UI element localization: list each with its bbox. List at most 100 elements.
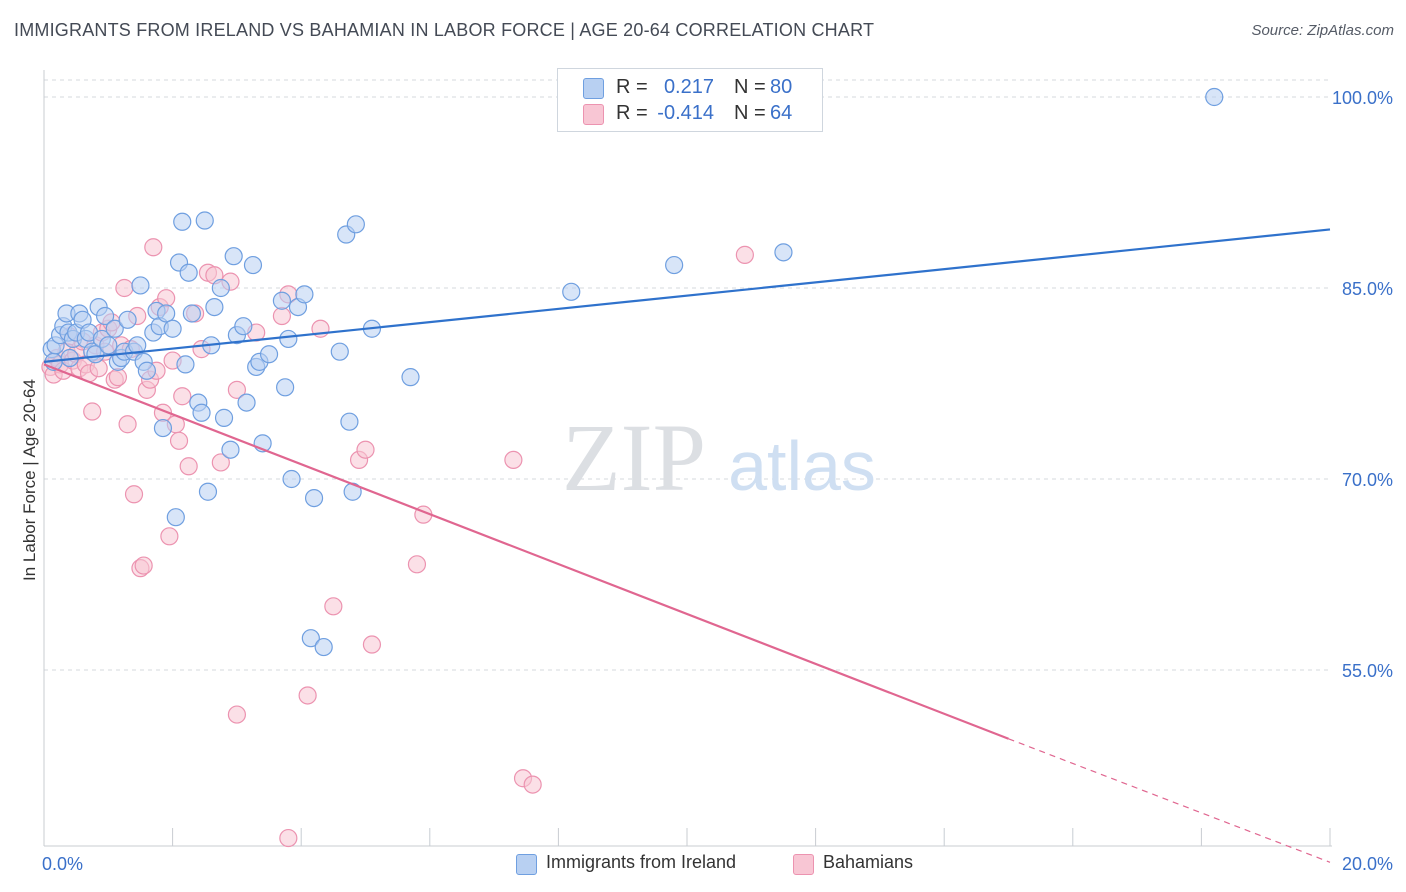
y-axis-label: In Labor Force | Age 20-64 bbox=[20, 379, 39, 581]
watermark-zip: ZIP bbox=[562, 404, 706, 511]
ireland-point bbox=[562, 282, 581, 301]
bahamian-point bbox=[211, 453, 230, 472]
ireland-point bbox=[304, 489, 324, 508]
bahamian-point bbox=[169, 431, 189, 450]
gridlines bbox=[44, 79, 1332, 671]
x-tick-label: 0.0% bbox=[42, 854, 83, 874]
ireland-point bbox=[301, 629, 320, 648]
ireland-point bbox=[774, 243, 793, 262]
ireland-point bbox=[1205, 87, 1224, 107]
bahamian-point bbox=[144, 238, 163, 257]
stats-row-bahamians: R = -0.414 N = 64 bbox=[558, 101, 822, 127]
legend-label-ireland: Immigrants from Ireland bbox=[546, 852, 737, 872]
ireland-point bbox=[234, 317, 253, 336]
ireland-point bbox=[95, 306, 115, 326]
legend-swatch-ireland bbox=[516, 854, 537, 875]
ireland-point bbox=[99, 336, 118, 355]
bahamian-point bbox=[173, 387, 192, 406]
ireland-point bbox=[128, 336, 147, 355]
ireland-point bbox=[279, 329, 298, 349]
bahamian-point bbox=[179, 457, 198, 476]
bahamian-point bbox=[134, 556, 153, 575]
ireland-point bbox=[182, 304, 201, 323]
bahamian-point bbox=[523, 775, 542, 794]
trend-line-bahamians bbox=[43, 363, 1009, 740]
ireland-point bbox=[346, 215, 365, 234]
bahamian-point bbox=[108, 368, 128, 387]
source-credit: Source: ZipAtlas.com bbox=[1251, 22, 1394, 39]
ireland-point bbox=[214, 408, 234, 427]
bahamian-point bbox=[279, 828, 298, 848]
bahamian-point bbox=[407, 555, 427, 574]
bahamian-point bbox=[83, 402, 102, 421]
watermark: ZIP atlas bbox=[562, 404, 876, 511]
ireland-point bbox=[131, 276, 150, 295]
ireland-point bbox=[192, 403, 211, 422]
ireland-point bbox=[176, 355, 195, 374]
y-tick-label: 100.0% bbox=[1332, 88, 1393, 108]
bahamian-point bbox=[227, 705, 246, 724]
bahamian-point bbox=[735, 245, 754, 264]
ireland-point bbox=[401, 368, 420, 387]
correlation-stats-box: R = 0.217 N = 80 R = -0.414 N = 64 bbox=[557, 68, 823, 132]
ireland-point bbox=[86, 345, 105, 364]
ireland-point bbox=[137, 361, 156, 380]
ireland-point bbox=[221, 440, 240, 459]
ireland-point bbox=[105, 319, 124, 338]
y-tick-label: 70.0% bbox=[1342, 470, 1393, 490]
stats-n-value: 64 bbox=[770, 102, 793, 124]
stats-swatch-ireland bbox=[583, 78, 604, 99]
ireland-point bbox=[118, 310, 137, 329]
stats-n-label: N = bbox=[734, 76, 766, 98]
trend-line-bahamians-extension bbox=[1008, 738, 1331, 863]
ireland-point bbox=[157, 304, 176, 323]
ireland-point bbox=[153, 418, 173, 438]
watermark-atlas: atlas bbox=[728, 427, 876, 505]
ireland-point bbox=[276, 378, 295, 397]
stats-r-value: -0.414 bbox=[657, 102, 714, 124]
bahamian-point bbox=[115, 278, 134, 298]
stats-r-label: R = bbox=[616, 76, 648, 98]
bahamian-point bbox=[504, 450, 523, 469]
tick-labels: 100.0% 85.0% 70.0% 55.0% 0.0% 20.0% bbox=[42, 88, 1393, 874]
ireland-point bbox=[179, 263, 198, 282]
ireland-point bbox=[237, 393, 256, 412]
bahamian-point bbox=[298, 686, 317, 705]
y-axis-label-wrap: In Labor Force | Age 20-64 bbox=[18, 200, 42, 760]
ireland-point bbox=[205, 298, 224, 317]
bahamian-point bbox=[362, 635, 382, 654]
ireland-point bbox=[198, 482, 218, 501]
stats-row-ireland: R = 0.217 N = 80 bbox=[558, 75, 822, 101]
bahamian-point bbox=[227, 380, 246, 399]
stats-n-label: N = bbox=[734, 102, 766, 124]
x-tick-label: 20.0% bbox=[1342, 854, 1393, 874]
ireland-point bbox=[195, 211, 214, 230]
ireland-point bbox=[340, 412, 359, 431]
stats-n-value: 80 bbox=[770, 76, 793, 98]
ireland-point bbox=[166, 508, 185, 527]
ireland-point bbox=[272, 291, 292, 310]
ireland-point bbox=[243, 255, 263, 275]
bahamian-point bbox=[324, 597, 343, 616]
axes bbox=[43, 70, 1332, 847]
bahamian-point bbox=[272, 306, 292, 326]
ireland-point bbox=[330, 342, 349, 361]
legend-label-bahamians: Bahamians bbox=[823, 852, 914, 872]
ireland-point bbox=[259, 345, 279, 364]
ireland-point bbox=[282, 469, 301, 489]
bahamian-point bbox=[160, 527, 179, 546]
stats-swatch-bahamians bbox=[583, 104, 604, 125]
data-points bbox=[41, 87, 1224, 848]
ireland-point bbox=[314, 637, 333, 657]
ireland-point bbox=[163, 319, 182, 338]
ireland-point bbox=[665, 255, 684, 275]
bahamian-point bbox=[356, 440, 375, 459]
trend-lines bbox=[43, 228, 1331, 863]
y-tick-label: 55.0% bbox=[1342, 661, 1393, 681]
stats-r-label: R = bbox=[616, 102, 648, 124]
stats-r-value: 0.217 bbox=[663, 76, 714, 98]
ireland-point bbox=[211, 278, 230, 298]
ireland-point bbox=[173, 212, 192, 231]
ireland-point bbox=[224, 247, 243, 266]
